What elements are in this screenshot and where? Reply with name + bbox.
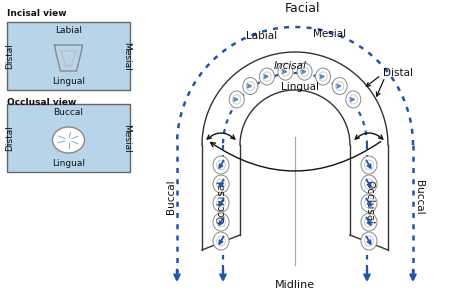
Ellipse shape — [229, 91, 244, 108]
Ellipse shape — [213, 175, 229, 193]
Ellipse shape — [361, 194, 377, 212]
Ellipse shape — [297, 63, 312, 80]
Text: Buccal: Buccal — [54, 108, 84, 117]
Ellipse shape — [260, 68, 274, 85]
Text: Facial: Facial — [285, 2, 321, 15]
Text: Buccal: Buccal — [166, 180, 176, 214]
Ellipse shape — [278, 63, 293, 80]
Ellipse shape — [213, 213, 229, 231]
Text: Lingual: Lingual — [52, 159, 85, 168]
Text: Midline: Midline — [275, 280, 315, 290]
Text: Mesial: Mesial — [122, 124, 131, 152]
Text: Labial: Labial — [55, 26, 82, 35]
FancyBboxPatch shape — [7, 22, 130, 90]
Ellipse shape — [213, 232, 229, 250]
Text: Mesial: Mesial — [313, 29, 346, 39]
Text: Occlusal view: Occlusal view — [7, 98, 77, 107]
Ellipse shape — [213, 156, 229, 174]
Text: Occlusal: Occlusal — [364, 180, 374, 224]
Ellipse shape — [361, 213, 377, 231]
Ellipse shape — [361, 175, 377, 193]
FancyBboxPatch shape — [7, 104, 130, 172]
Text: Mesial: Mesial — [122, 42, 131, 70]
Text: Distal: Distal — [383, 68, 413, 78]
Text: Incisal: Incisal — [274, 61, 306, 71]
Ellipse shape — [53, 127, 85, 153]
Ellipse shape — [315, 68, 331, 85]
Text: Distal: Distal — [5, 125, 14, 151]
Text: Distal: Distal — [5, 43, 14, 69]
Ellipse shape — [243, 77, 258, 94]
Text: Buccal: Buccal — [414, 180, 424, 214]
Text: Occlusal: Occlusal — [216, 180, 226, 224]
Ellipse shape — [346, 91, 361, 108]
Text: Lingual: Lingual — [52, 77, 85, 86]
Ellipse shape — [332, 77, 347, 94]
Ellipse shape — [213, 194, 229, 212]
Text: Incisal view: Incisal view — [7, 9, 67, 18]
Text: Labial: Labial — [246, 31, 277, 41]
Text: Lingual: Lingual — [281, 82, 319, 92]
Ellipse shape — [361, 232, 377, 250]
Ellipse shape — [361, 156, 377, 174]
